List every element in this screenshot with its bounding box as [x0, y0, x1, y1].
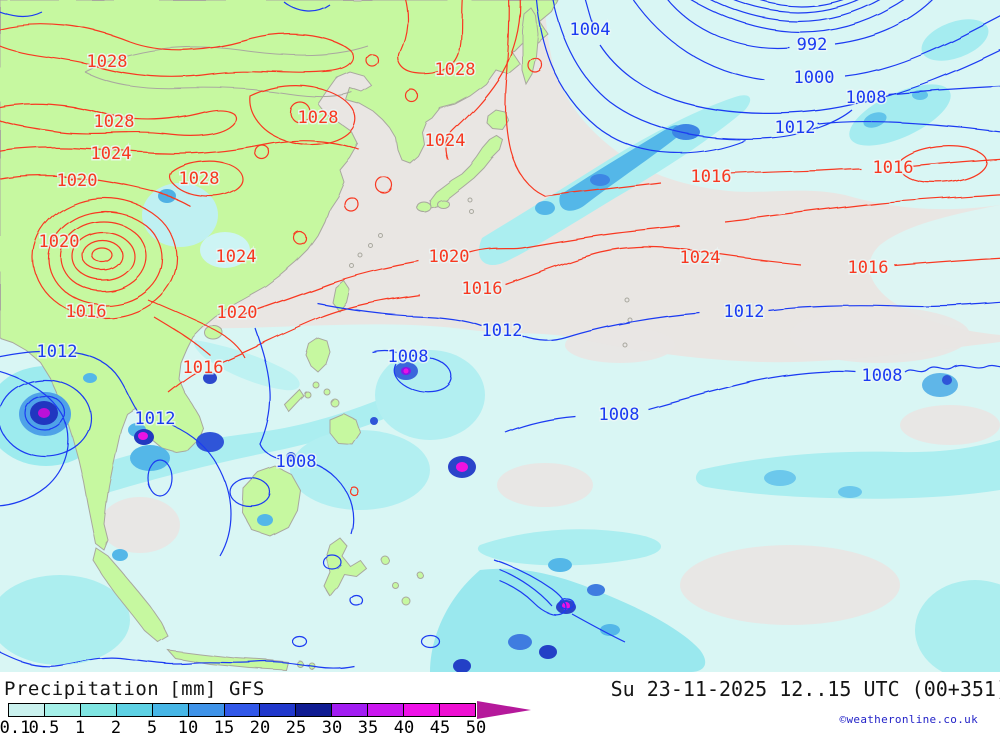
legend-cell [260, 704, 297, 716]
sumatra [92, 547, 169, 643]
sakhalin [521, 7, 539, 86]
hainan [203, 324, 223, 340]
country-borders [84, 45, 369, 98]
isobar-label-red: 1024 [216, 247, 257, 267]
dry-pockets [100, 307, 1000, 625]
isobar-label-red: 1016 [691, 167, 732, 187]
isobar-label-blue: 1012 [724, 302, 765, 322]
isobar-label-red: 1028 [298, 108, 339, 128]
legend-tick: 1 [74, 718, 86, 733]
isobar-label-red: 1020 [39, 232, 80, 252]
weather-map: 1028 1028 1024 1020 1028 1028 1028 1024 1020 1024… [0, 0, 1000, 672]
isobar-label-blue: 1012 [37, 342, 78, 362]
model-label: GFS [228, 678, 265, 700]
isobar-label-red: 1016 [183, 358, 224, 378]
legend-cell [116, 704, 153, 716]
isobar-label-blue: 1008 [276, 452, 317, 472]
legend-tick: 50 [465, 718, 487, 733]
isobar-label-red: 1020 [429, 247, 470, 267]
legend-tick: 40 [393, 718, 415, 733]
taiwan [332, 280, 351, 313]
legend-ticks: 0.1 0.5 1 2 5 10 15 20 25 30 35 40 45 50 [0, 718, 1000, 733]
isobars-blue [0, 0, 1000, 669]
isobar-label-blue: 1012 [775, 118, 816, 138]
legend-tick: 35 [357, 718, 379, 733]
isobars-red [0, 0, 1000, 497]
mainland-asia [0, 0, 559, 551]
legend-cell [440, 704, 475, 716]
kyushu [416, 201, 432, 213]
legend-tick: 30 [321, 718, 343, 733]
isobar-label-blue: 992 [797, 35, 828, 55]
isobar-label-blue: 1008 [388, 347, 429, 367]
legend-tick: 20 [249, 718, 271, 733]
isobar-label-red: 1016 [848, 258, 889, 278]
legend-cell [152, 704, 189, 716]
map-title: Precipitation [mm] GFS [4, 678, 265, 700]
legend-cell [332, 704, 369, 716]
isobar-label-blue: 1012 [135, 409, 176, 429]
borneo [241, 465, 301, 537]
legend-cell [44, 704, 81, 716]
map-canvas: 1028 1028 1024 1020 1028 1028 1028 1024 1020 1024… [0, 0, 1000, 672]
legend-tick: 10 [177, 718, 199, 733]
legend-overflow-arrow [477, 701, 531, 719]
isobar-label-red: 1024 [91, 144, 132, 164]
legend-bar [8, 703, 476, 717]
isobar-label-red: 1016 [66, 302, 107, 322]
shikoku [436, 199, 450, 209]
isobar-label-blue: 1008 [862, 366, 903, 386]
legend-strip: Precipitation [mm] GFS Su 23-11-2025 12..1… [0, 672, 1000, 733]
legend-tick: 0.1 [0, 718, 31, 733]
legend-tick: 2 [110, 718, 122, 733]
isobar-labels: 1028 1028 1024 1020 1028 1028 1028 1024 1020 1024… [35, 19, 915, 474]
isobar-label-blue: 1008 [846, 88, 887, 108]
isobar-label-blue: 1008 [599, 405, 640, 425]
legend-tick: 45 [429, 718, 451, 733]
legend-tick: 0.5 [28, 718, 60, 733]
legend-cell [224, 704, 261, 716]
isobar-label-blue: 1012 [482, 321, 523, 341]
units-label: [mm] [169, 678, 217, 700]
isobar-label-red: 1024 [425, 131, 466, 151]
legend-tick: 25 [285, 718, 307, 733]
isobar-label-red: 1028 [87, 52, 128, 72]
isobar-label-red: 1020 [217, 303, 258, 323]
product-name: Precipitation [4, 678, 160, 700]
palawan [284, 389, 305, 413]
isobar-label-blue: 1004 [570, 20, 611, 40]
legend-cell [296, 704, 333, 716]
sulawesi [323, 537, 367, 597]
legend-cell [188, 704, 225, 716]
legend-tick: 5 [146, 718, 158, 733]
isobar-label-red: 1024 [680, 248, 721, 268]
isobar-label-red: 1020 [57, 171, 98, 191]
isobar-label-red: 1028 [179, 169, 220, 189]
valid-time: Su 23-11-2025 12..15 UTC (00+351) [610, 677, 1000, 701]
isobar-label-red: 1016 [873, 158, 914, 178]
mindanao [329, 413, 361, 445]
isobar-label-red: 1028 [435, 60, 476, 80]
isobar-label-red: 1016 [462, 279, 503, 299]
legend-cell [9, 704, 45, 716]
legend-cell [368, 704, 405, 716]
isobar-label-blue: 1000 [794, 68, 835, 88]
legend-cell [404, 704, 441, 716]
honshu [429, 135, 504, 209]
java [166, 649, 289, 671]
legend-cell [80, 704, 117, 716]
isobar-label-red: 1028 [94, 112, 135, 132]
copyright-label: ©weatheronline.co.uk [839, 713, 978, 726]
luzon [305, 337, 331, 373]
precip-overland-layer [128, 183, 706, 672]
legend-tick: 15 [213, 718, 235, 733]
